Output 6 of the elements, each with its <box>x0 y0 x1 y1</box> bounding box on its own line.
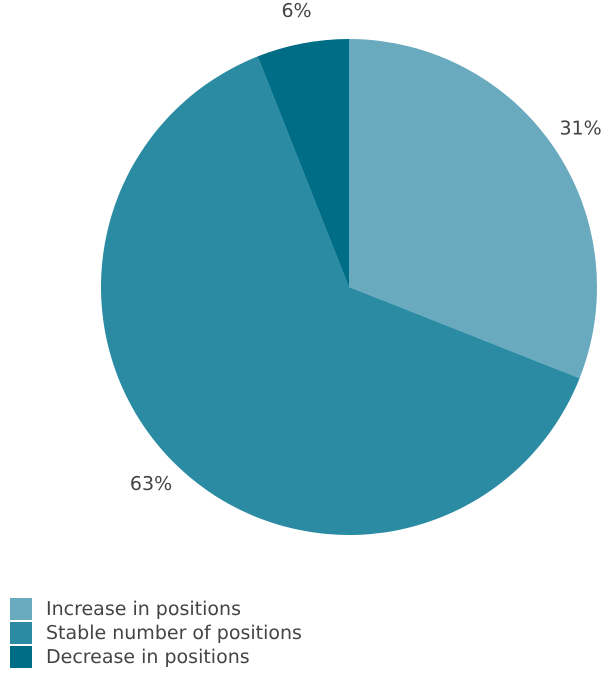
legend-label: Increase in positions <box>46 598 241 620</box>
data-label: 31% <box>559 118 602 140</box>
legend-label: Stable number of positions <box>46 622 302 644</box>
data-label: 6% <box>281 0 312 22</box>
data-label: 63% <box>130 472 172 495</box>
legend-label: Decrease in positions <box>46 646 250 668</box>
